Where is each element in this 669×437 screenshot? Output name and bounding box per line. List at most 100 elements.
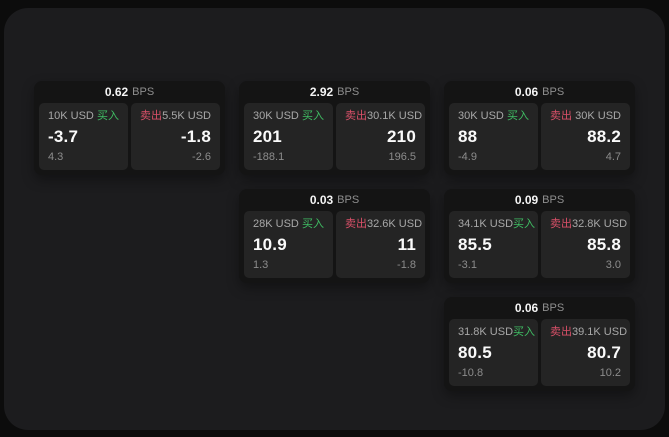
buy-delta: -3.1 bbox=[458, 259, 477, 271]
bps-header: 2.92 BPS bbox=[239, 81, 430, 103]
buy-pane[interactable]: 28K USD 买入 10.9 1.3 bbox=[244, 211, 333, 278]
sell-label: 卖出 bbox=[140, 110, 162, 122]
sell-pane[interactable]: 卖出 32.8K USD 85.8 3.0 bbox=[541, 211, 630, 278]
buy-amount: 30K USD bbox=[253, 110, 299, 122]
sell-delta: 10.2 bbox=[599, 367, 621, 379]
card-body: 31.8K USD 买入 80.5 -10.8 卖出 39.1K USD 80.… bbox=[444, 319, 635, 391]
bps-header: 0.03 BPS bbox=[239, 189, 430, 211]
sell-delta: -1.8 bbox=[397, 259, 416, 271]
sell-pane-top: 卖出 32.8K USD bbox=[550, 218, 627, 230]
bps-value: 0.06 bbox=[514, 85, 539, 99]
quote-card: 2.92 BPS 30K USD 买入 201 -188.1 卖出 30.1K … bbox=[239, 81, 430, 175]
buy-label: 买入 bbox=[302, 110, 324, 122]
bps-unit-label: BPS bbox=[132, 86, 155, 98]
buy-pane-top: 34.1K USD 买入 bbox=[458, 218, 535, 230]
quote-card: 0.06 BPS 30K USD 买入 88 -4.9 卖出 30K USD bbox=[444, 81, 635, 175]
sell-amount: 5.5K USD bbox=[162, 110, 211, 122]
sell-price: 11 bbox=[397, 234, 416, 254]
sell-pane-top: 卖出 30K USD bbox=[550, 110, 621, 122]
buy-delta: 4.3 bbox=[48, 151, 64, 163]
sell-price: 210 bbox=[387, 126, 416, 146]
bps-header: 0.06 BPS bbox=[444, 81, 635, 103]
buy-pane[interactable]: 34.1K USD 买入 85.5 -3.1 bbox=[449, 211, 538, 278]
buy-label: 买入 bbox=[507, 110, 529, 122]
sell-amount: 30.1K USD bbox=[367, 110, 423, 122]
buy-label: 买入 bbox=[513, 326, 536, 338]
bps-unit-label: BPS bbox=[337, 194, 360, 206]
sell-label: 卖出 bbox=[345, 110, 367, 122]
buy-label: 买入 bbox=[302, 218, 324, 230]
buy-pane[interactable]: 31.8K USD 买入 80.5 -10.8 bbox=[449, 319, 538, 386]
buy-pane[interactable]: 30K USD 买入 201 -188.1 bbox=[244, 103, 333, 170]
buy-pane-top: 30K USD 买入 bbox=[458, 110, 529, 122]
buy-pane-top: 30K USD 买入 bbox=[253, 110, 324, 122]
sell-pane[interactable]: 卖出 39.1K USD 80.7 10.2 bbox=[541, 319, 630, 386]
bps-value: 0.03 bbox=[309, 193, 334, 207]
card-body: 30K USD 买入 88 -4.9 卖出 30K USD 88.2 4.7 bbox=[444, 103, 635, 175]
sell-pane[interactable]: 卖出 30.1K USD 210 196.5 bbox=[336, 103, 425, 170]
buy-price: 85.5 bbox=[458, 234, 492, 254]
buy-amount: 30K USD bbox=[458, 110, 504, 122]
card-body: 30K USD 买入 201 -188.1 卖出 30.1K USD 210 1… bbox=[239, 103, 430, 175]
buy-amount: 34.1K USD bbox=[458, 218, 514, 230]
buy-label: 买入 bbox=[97, 110, 119, 122]
buy-label: 买入 bbox=[513, 218, 536, 230]
quote-card: 0.62 BPS 10K USD 买入 -3.7 4.3 卖出 5.5K USD bbox=[34, 81, 225, 175]
buy-pane[interactable]: 10K USD 买入 -3.7 4.3 bbox=[39, 103, 128, 170]
sell-delta: 3.0 bbox=[605, 259, 621, 271]
bps-header: 0.62 BPS bbox=[34, 81, 225, 103]
sell-price: -1.8 bbox=[180, 126, 211, 146]
sell-pane[interactable]: 卖出 5.5K USD -1.8 -2.6 bbox=[131, 103, 220, 170]
buy-delta: -188.1 bbox=[253, 151, 285, 163]
card-body: 34.1K USD 买入 85.5 -3.1 卖出 32.8K USD 85.8… bbox=[444, 211, 635, 283]
sell-delta: 4.7 bbox=[605, 151, 621, 163]
sell-amount: 39.1K USD bbox=[572, 326, 628, 338]
sell-pane[interactable]: 卖出 30K USD 88.2 4.7 bbox=[541, 103, 630, 170]
bps-unit-label: BPS bbox=[542, 194, 565, 206]
buy-price: 201 bbox=[253, 126, 282, 146]
buy-amount: 28K USD bbox=[253, 218, 299, 230]
buy-price: -3.7 bbox=[48, 126, 79, 146]
sell-delta: 196.5 bbox=[388, 151, 416, 163]
buy-pane-top: 28K USD 买入 bbox=[253, 218, 324, 230]
buy-delta: -10.8 bbox=[458, 367, 484, 379]
buy-pane-top: 31.8K USD 买入 bbox=[458, 326, 535, 338]
bps-header: 0.09 BPS bbox=[444, 189, 635, 211]
sell-amount: 30K USD bbox=[575, 110, 621, 122]
bps-value: 2.92 bbox=[309, 85, 334, 99]
card-body: 28K USD 买入 10.9 1.3 卖出 32.6K USD 11 -1.8 bbox=[239, 211, 430, 283]
sell-pane-top: 卖出 32.6K USD bbox=[345, 218, 422, 230]
buy-delta: 1.3 bbox=[253, 259, 269, 271]
bps-unit-label: BPS bbox=[337, 86, 360, 98]
sell-pane-top: 卖出 5.5K USD bbox=[140, 110, 211, 122]
buy-amount: 31.8K USD bbox=[458, 326, 514, 338]
buy-price: 88 bbox=[458, 126, 478, 146]
bps-unit-label: BPS bbox=[542, 302, 565, 314]
quote-card: 0.03 BPS 28K USD 买入 10.9 1.3 卖出 32.6K US… bbox=[239, 189, 430, 283]
bps-unit-label: BPS bbox=[542, 86, 565, 98]
buy-pane[interactable]: 30K USD 买入 88 -4.9 bbox=[449, 103, 538, 170]
buy-price: 10.9 bbox=[253, 234, 287, 254]
bps-value: 0.62 bbox=[104, 85, 129, 99]
sell-amount: 32.6K USD bbox=[367, 218, 423, 230]
app-window: 0.62 BPS 10K USD 买入 -3.7 4.3 卖出 5.5K USD bbox=[4, 8, 665, 430]
quote-card: 0.09 BPS 34.1K USD 买入 85.5 -3.1 卖出 32.8K… bbox=[444, 189, 635, 283]
quote-cards-grid: 0.62 BPS 10K USD 买入 -3.7 4.3 卖出 5.5K USD bbox=[34, 81, 635, 391]
sell-price: 80.7 bbox=[587, 342, 621, 362]
buy-delta: -4.9 bbox=[458, 151, 477, 163]
buy-amount: 10K USD bbox=[48, 110, 94, 122]
sell-price: 85.8 bbox=[587, 234, 621, 254]
sell-label: 卖出 bbox=[345, 218, 367, 230]
sell-pane[interactable]: 卖出 32.6K USD 11 -1.8 bbox=[336, 211, 425, 278]
sell-label: 卖出 bbox=[550, 326, 572, 338]
sell-pane-top: 卖出 30.1K USD bbox=[345, 110, 422, 122]
sell-delta: -2.6 bbox=[192, 151, 211, 163]
sell-price: 88.2 bbox=[587, 126, 621, 146]
buy-price: 80.5 bbox=[458, 342, 492, 362]
card-body: 10K USD 买入 -3.7 4.3 卖出 5.5K USD -1.8 -2.… bbox=[34, 103, 225, 175]
quote-card: 0.06 BPS 31.8K USD 买入 80.5 -10.8 卖出 39.1… bbox=[444, 297, 635, 391]
sell-pane-top: 卖出 39.1K USD bbox=[550, 326, 627, 338]
bps-value: 0.09 bbox=[514, 193, 539, 207]
buy-pane-top: 10K USD 买入 bbox=[48, 110, 119, 122]
bps-header: 0.06 BPS bbox=[444, 297, 635, 319]
